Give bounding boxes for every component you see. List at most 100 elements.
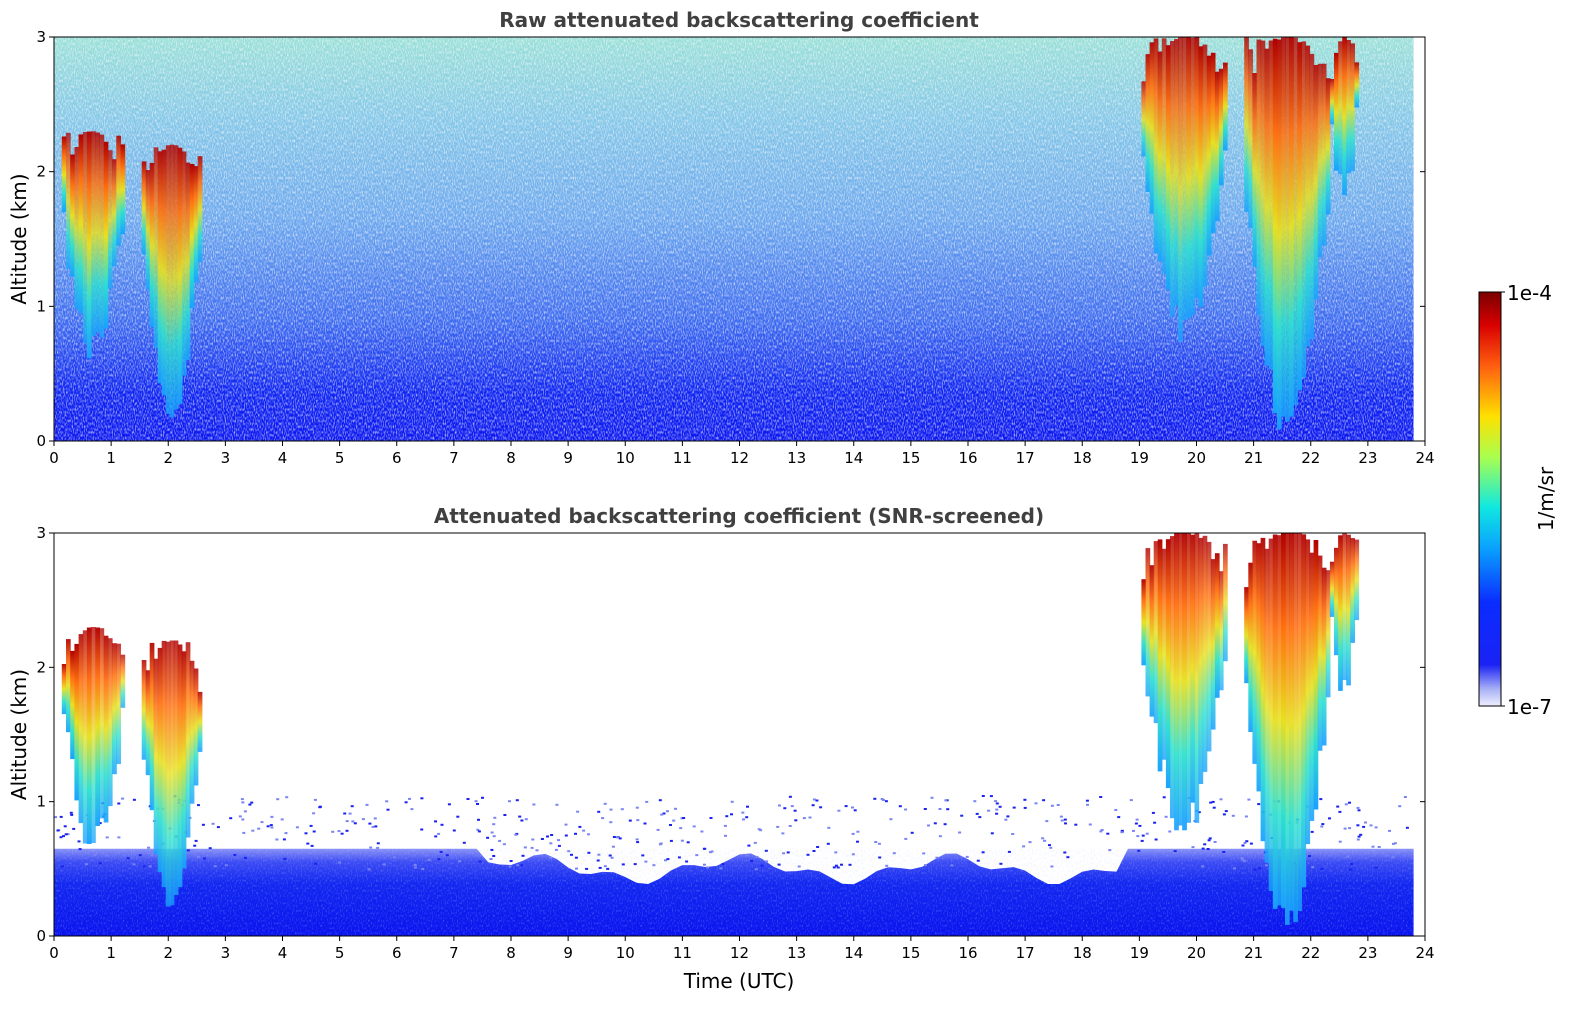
detection-point — [1359, 833, 1363, 836]
detection-point — [826, 842, 830, 845]
detection-point — [284, 832, 288, 835]
cloud-streak — [61, 664, 67, 715]
cloud-streak — [197, 156, 203, 263]
detection-point — [532, 803, 536, 806]
cloud-streak — [153, 147, 159, 349]
detection-point — [503, 814, 507, 816]
detection-point — [878, 856, 882, 859]
cloud-streak — [1338, 41, 1343, 175]
detection-point — [1211, 800, 1215, 803]
detection-point — [1100, 829, 1104, 831]
detection-point — [635, 806, 639, 809]
detection-point — [1207, 850, 1210, 853]
x-tick-label: 23 — [1358, 944, 1377, 962]
x-tick-label: 2 — [163, 944, 173, 962]
detection-point — [266, 825, 270, 828]
detection-point — [680, 839, 684, 842]
cloud-streak — [99, 134, 105, 338]
detection-point — [837, 809, 841, 812]
cloud-streak — [107, 150, 113, 289]
detection-point — [385, 800, 389, 803]
x-tick-label: 19 — [1130, 449, 1149, 467]
cloud-streak — [1346, 534, 1351, 686]
y-axis-label-snr: Altitude (km) — [7, 669, 31, 800]
detection-point — [978, 816, 982, 819]
detection-point — [620, 808, 624, 811]
detection-point — [138, 854, 142, 857]
x-tick-label: 17 — [1016, 944, 1035, 962]
detection-point — [981, 795, 985, 797]
detection-point — [987, 809, 991, 812]
detection-point — [1207, 839, 1211, 842]
detection-point — [1007, 850, 1011, 853]
plot-area-snr — [54, 533, 1414, 936]
cloud-streak — [1297, 533, 1302, 911]
detection-point — [710, 850, 714, 853]
detection-point — [66, 833, 70, 836]
detection-point — [633, 863, 637, 866]
detection-point — [1190, 850, 1194, 853]
detection-point — [995, 802, 999, 805]
detection-point — [1129, 799, 1133, 802]
detection-point — [456, 815, 460, 818]
detection-point — [827, 826, 831, 829]
detection-point — [1222, 813, 1226, 816]
cloud-streak — [1214, 71, 1220, 222]
detection-point — [345, 829, 349, 832]
cloud-streak — [161, 149, 167, 396]
cloud-streak — [78, 134, 84, 314]
detection-point — [1373, 852, 1377, 854]
cloud-streak — [116, 135, 121, 246]
cloud-streak — [1252, 73, 1258, 267]
detection-point — [492, 855, 496, 857]
cloud-streak — [1297, 42, 1302, 391]
detection-point — [1388, 829, 1391, 832]
detection-point — [1258, 867, 1262, 870]
cloud-streak — [1313, 65, 1319, 300]
detection-point — [374, 825, 378, 828]
detection-point — [656, 828, 660, 831]
cloud-streak — [1210, 52, 1216, 233]
detection-point — [295, 826, 299, 829]
detection-point — [1063, 818, 1067, 821]
detection-point — [64, 833, 68, 836]
cloud-streak — [1178, 37, 1183, 342]
detection-point — [260, 821, 264, 824]
detection-point — [1364, 821, 1367, 824]
detection-point — [93, 853, 97, 856]
x-tick-label: 22 — [1301, 944, 1320, 962]
detection-point — [612, 836, 616, 838]
detection-point — [776, 825, 780, 828]
cloud-streak — [1223, 543, 1228, 662]
cloud-streak — [189, 660, 195, 804]
panel-raw: Raw attenuated backscattering coefficien… — [7, 8, 1435, 467]
cloud-streak — [173, 145, 179, 410]
detection-point — [270, 815, 274, 818]
cloud-streak — [1218, 571, 1224, 691]
cloud-streak — [1272, 534, 1278, 909]
detection-point — [999, 862, 1003, 865]
detection-point — [1154, 838, 1158, 841]
cloud-streak — [1325, 570, 1331, 698]
detection-point — [790, 805, 794, 808]
cloud-streak — [169, 640, 175, 906]
detection-point — [452, 829, 456, 832]
detection-point — [77, 840, 81, 843]
detection-point — [881, 799, 885, 801]
detection-point — [1173, 850, 1177, 853]
cloud-streak — [177, 644, 183, 888]
detection-point — [1346, 855, 1350, 858]
detection-point — [313, 798, 317, 801]
detection-point — [515, 799, 519, 802]
detection-point — [1141, 834, 1145, 837]
detection-point — [1241, 844, 1245, 847]
detection-point — [508, 800, 511, 803]
detection-point — [555, 803, 559, 806]
x-tick-label: 18 — [1073, 944, 1092, 962]
cloud-streak — [1174, 39, 1179, 306]
detection-point — [282, 838, 286, 841]
x-tick-label: 10 — [616, 449, 635, 467]
x-tick-label: 4 — [278, 449, 288, 467]
detection-point — [59, 815, 63, 818]
detection-point — [492, 835, 496, 838]
